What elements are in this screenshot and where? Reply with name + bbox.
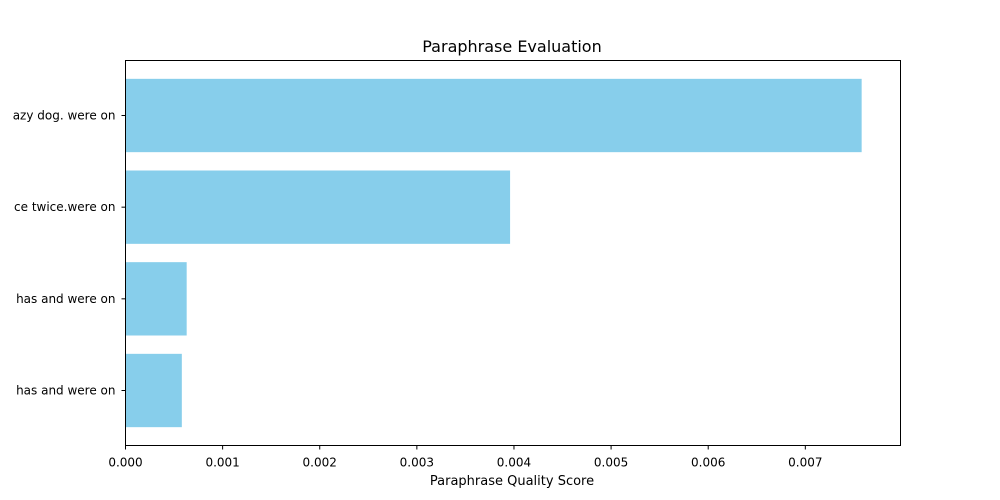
bar <box>125 78 862 153</box>
y-tick-label: has and were on <box>16 384 115 398</box>
x-tick-label: 0.006 <box>691 456 725 470</box>
y-ticks-group: has and were on has and were on ce twice.w… <box>13 109 126 398</box>
bar <box>125 170 511 244</box>
plot-frame <box>125 60 901 446</box>
y-tick-label: has and were on <box>16 292 115 306</box>
y-tick-label: azy dog. were on <box>13 109 116 123</box>
x-tick-label: 0.003 <box>400 456 434 470</box>
x-tick-label: 0.004 <box>497 456 531 470</box>
x-tick-label: 0.005 <box>594 456 628 470</box>
bars-group <box>125 78 862 428</box>
x-tick-label: 0.001 <box>205 456 239 470</box>
chart-title: Paraphrase Evaluation <box>422 37 601 56</box>
x-tick-label: 0.002 <box>303 456 337 470</box>
bar <box>125 353 182 428</box>
x-axis-label: Paraphrase Quality Score <box>430 474 594 489</box>
y-tick-label: ce twice.were on <box>14 200 115 214</box>
x-tick-label: 0.007 <box>788 456 822 470</box>
x-tick-label: 0.000 <box>108 456 142 470</box>
x-ticks-group: 0.000 0.001 0.002 0.003 0.004 0.005 0.006 0.007 <box>108 445 823 470</box>
bar <box>125 262 187 336</box>
